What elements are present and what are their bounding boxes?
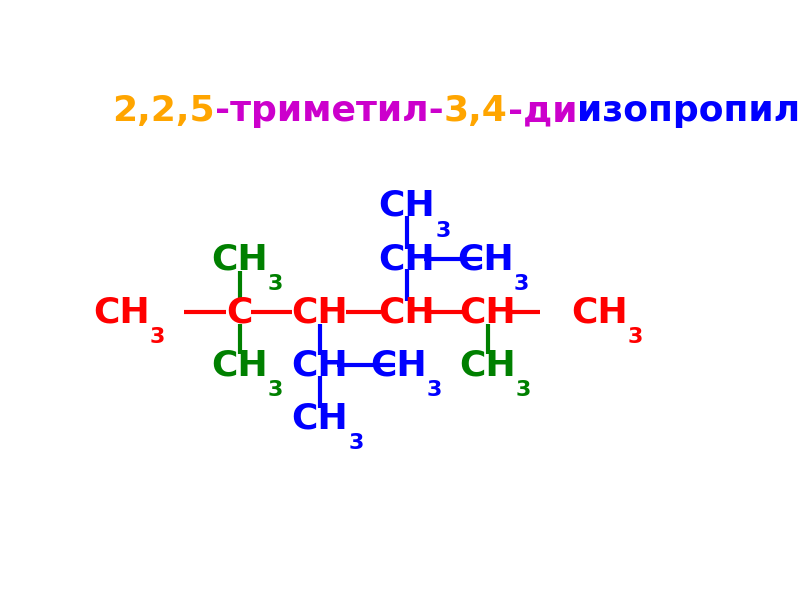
Text: C: C: [226, 295, 253, 329]
Text: 3: 3: [150, 327, 165, 347]
Text: -триметил-: -триметил-: [215, 94, 444, 128]
Text: CH: CH: [93, 295, 150, 329]
Text: CH: CH: [457, 242, 514, 276]
Text: CH: CH: [370, 349, 427, 382]
Text: 3: 3: [516, 380, 531, 400]
Text: CH: CH: [459, 349, 516, 382]
Text: CH: CH: [292, 295, 349, 329]
Text: CH: CH: [459, 295, 516, 329]
Text: 2,2,5: 2,2,5: [112, 94, 215, 128]
Text: 3,4: 3,4: [444, 94, 508, 128]
Text: 3: 3: [628, 327, 643, 347]
Text: 3: 3: [268, 380, 283, 400]
Text: CH: CH: [211, 349, 268, 382]
Text: CH: CH: [378, 189, 435, 223]
Text: 3: 3: [514, 274, 529, 294]
Text: CH: CH: [211, 242, 268, 276]
Text: изопропил: изопропил: [577, 94, 800, 128]
Text: CH: CH: [292, 401, 349, 436]
Text: -ди: -ди: [508, 94, 577, 128]
Text: CH: CH: [571, 295, 628, 329]
Text: 3: 3: [435, 221, 450, 241]
Text: 3: 3: [349, 433, 364, 453]
Text: 3: 3: [427, 380, 442, 400]
Text: 3: 3: [268, 274, 283, 294]
Text: CH: CH: [292, 349, 349, 382]
Text: CH: CH: [378, 295, 435, 329]
Text: CH: CH: [378, 242, 435, 276]
